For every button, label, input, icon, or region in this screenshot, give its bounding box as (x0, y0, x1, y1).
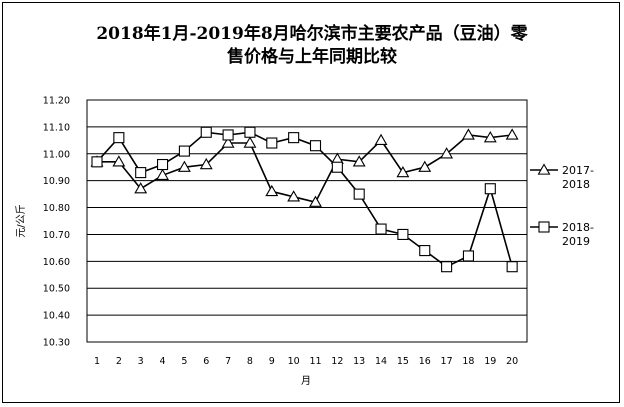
y-axis-label: 元/公斤 (15, 204, 27, 237)
x-tick-label: 10 (288, 356, 300, 367)
series-2-point (288, 132, 300, 144)
gridlines (87, 126, 527, 316)
x-tick-label: 9 (269, 356, 275, 367)
legend-label: 2017- (562, 164, 594, 177)
plot-area (86, 99, 528, 343)
series-2-point (506, 261, 518, 273)
series-layer (90, 126, 519, 273)
x-tick-label: 13 (353, 356, 365, 367)
series-2-point (178, 145, 190, 157)
chart-title-line-1: 2018年1月-2019年8月哈尔滨市主要农产品（豆油）零 (96, 24, 528, 44)
series-1-point (352, 155, 366, 167)
y-tick-label: 11.10 (43, 122, 70, 133)
x-tick-label: 8 (247, 356, 253, 367)
x-tick-label: 15 (397, 356, 409, 367)
series-2-point (200, 126, 212, 138)
x-tick-label: 19 (484, 356, 496, 367)
x-tick-label: 20 (506, 356, 518, 367)
x-tick-label: 14 (375, 356, 387, 367)
x-axis-label: 月 (301, 375, 311, 387)
series-1-point (483, 131, 497, 143)
series-1-point (396, 165, 410, 178)
x-tick-label: 1 (94, 356, 100, 367)
legend-label: 2018- (562, 221, 594, 234)
y-axis-ticks: 11.20 11.10 11.00 10.90 10.80 10.70 10.60 10.50… (43, 96, 70, 349)
series-2-point (91, 156, 103, 168)
series-2-point (222, 129, 234, 141)
series-1-point (309, 195, 322, 207)
series-2-point (244, 126, 256, 138)
y-tick-label: 10.30 (43, 338, 70, 349)
series-2-point (135, 167, 147, 179)
x-tick-label: 11 (309, 356, 321, 367)
y-tick-label: 10.60 (43, 257, 70, 268)
y-tick-label: 11.00 (43, 149, 70, 160)
x-tick-label: 5 (181, 356, 187, 367)
legend-label: 2018 (562, 178, 590, 191)
x-tick-label: 6 (203, 356, 209, 367)
series-1-point (156, 168, 169, 180)
x-tick-label: 2 (116, 356, 122, 367)
y-tick-label: 10.80 (43, 203, 70, 214)
series-1-point (374, 133, 388, 146)
series-2-point (419, 245, 431, 257)
y-tick-label: 10.90 (43, 176, 70, 187)
series-1-point (112, 155, 126, 167)
series-1-point (462, 128, 475, 140)
x-tick-label: 17 (441, 356, 453, 367)
series-1-point (199, 157, 213, 170)
series-1-point (440, 147, 454, 159)
chart-frame (2, 2, 620, 403)
legend-marker (537, 163, 551, 175)
x-tick-label: 7 (225, 356, 231, 367)
series-2-point (266, 137, 278, 149)
series-2-point (157, 158, 169, 171)
x-tick-label: 16 (419, 356, 431, 367)
series-2-point (375, 223, 387, 235)
y-tick-label: 10.40 (43, 311, 70, 322)
series-1-point (221, 136, 235, 148)
series-1-point (418, 160, 432, 172)
series-1-point (265, 184, 279, 197)
series-2-point (484, 183, 496, 195)
x-tick-label: 3 (138, 356, 144, 367)
series-2-point (309, 140, 322, 152)
series-2-point (462, 250, 475, 262)
y-tick-label: 10.50 (43, 284, 70, 295)
legend-item-2: 2018-2019 (530, 221, 594, 248)
series-1-point (134, 182, 148, 194)
legend-label: 2019 (562, 235, 590, 248)
series-1-point (177, 160, 191, 172)
series-2-point (397, 228, 409, 240)
series-2-point (331, 161, 343, 173)
legend-marker (538, 221, 550, 233)
series-2-point (441, 261, 453, 273)
x-tick-label: 18 (462, 356, 474, 367)
chart-title-line-2: 售价格与上年同期比较 (227, 47, 397, 67)
y-tick-label: 10.70 (43, 230, 70, 241)
legend: 2017-2018 2018-2019 (530, 163, 594, 248)
series-2 (91, 126, 518, 273)
series-1-point (505, 128, 519, 140)
y-tick-label: 11.20 (43, 96, 70, 107)
series-1-point (287, 190, 301, 202)
series-2-point (353, 188, 365, 200)
x-tick-label: 12 (331, 356, 343, 367)
x-tick-label: 4 (160, 356, 166, 367)
legend-item-1: 2017-2018 (530, 163, 594, 191)
x-axis-ticks: 1 2 3 4 5 6 7 8 9 10 11 12 13 14 15 16 17 18 19 20 (94, 356, 518, 367)
series-1-point (243, 136, 257, 148)
series-2-point (113, 132, 125, 144)
